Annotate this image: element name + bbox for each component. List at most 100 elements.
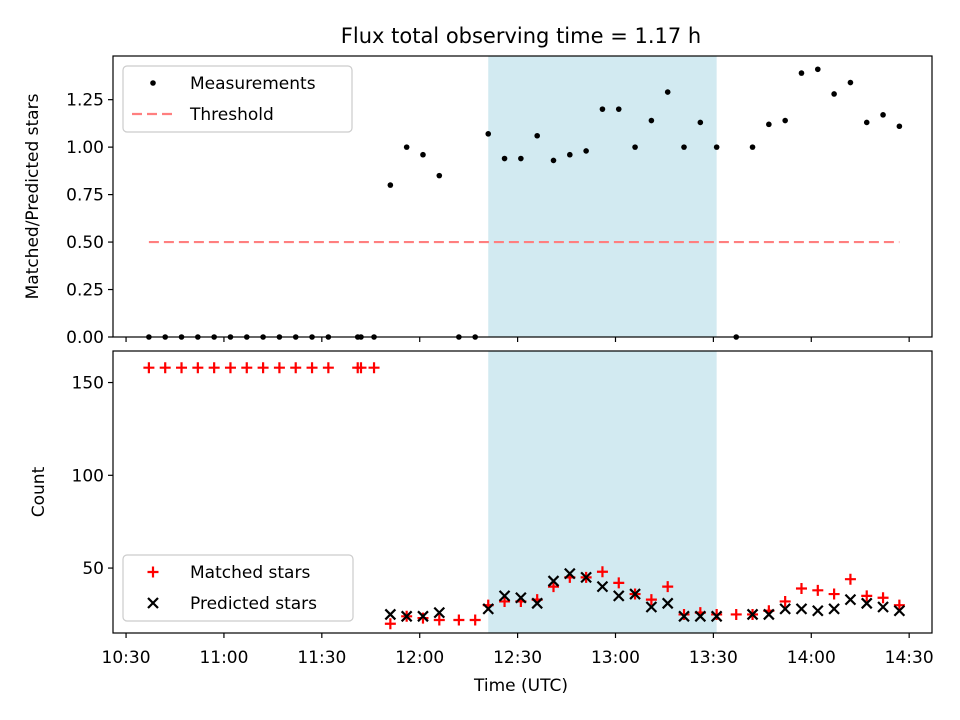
measurement-point [599, 106, 606, 112]
predicted-star-point [828, 603, 840, 615]
measurement-point [664, 89, 671, 95]
predicted-star-point [710, 610, 723, 623]
matched-star-point [828, 588, 840, 600]
predicted-star-point [763, 608, 775, 621]
matched-star-point [384, 618, 396, 630]
matched-star-point [812, 584, 824, 596]
predicted-star-point [629, 588, 641, 600]
legend-dot-marker [150, 80, 156, 86]
matched-star-point [779, 595, 791, 607]
matched-star-point [893, 599, 905, 611]
matched-star-point [662, 581, 674, 593]
legend-box [122, 65, 353, 133]
legend: Measurements Threshold [122, 65, 353, 133]
measurement-point [518, 155, 524, 162]
predicted-star-point [893, 604, 906, 617]
predicted-star-point [384, 608, 397, 621]
measurement-point [798, 70, 805, 76]
legend-label: Threshold [189, 105, 274, 125]
predicted-star-point [779, 603, 791, 615]
measurement-point [896, 123, 903, 130]
matched-star-point [469, 614, 481, 626]
measurement-point [550, 157, 557, 164]
legend-plus-marker [147, 566, 159, 578]
predicted-star-point [580, 571, 592, 584]
x-tick-label: 11:30 [297, 648, 346, 668]
predicted-star-point [860, 597, 873, 610]
y-tick-label: 100 [72, 466, 104, 486]
matched-star-point [306, 362, 318, 374]
predicted-star-point [515, 591, 527, 604]
matched-star-point [417, 612, 429, 624]
predicted-star-point [433, 606, 446, 619]
predicted-star-point [417, 610, 429, 623]
highlight-band [488, 56, 717, 337]
y-tick-label: 1.25 [66, 91, 104, 111]
predicted-star-point [596, 580, 609, 593]
measurement-point [534, 132, 540, 139]
ratio-panel: 0.00 0.25 0.50 0.75 1.00 1.25 Matched/Predicte… [23, 55, 933, 348]
x-axis-label: Time (UTC) [473, 676, 568, 696]
y-axis-label: Matched/Predicted stars [23, 93, 43, 299]
matched-star-point [844, 573, 856, 585]
matched-star-point [795, 582, 807, 594]
y-tick-label: 0.50 [66, 233, 104, 253]
measurement-point [782, 117, 788, 124]
matched-star-point [257, 362, 269, 374]
axes-frame [112, 350, 933, 634]
matched-star-point [368, 362, 380, 374]
matched-star-point [877, 592, 889, 604]
x-tick-label: 12:00 [395, 648, 444, 668]
matched-star-point [241, 362, 253, 374]
x-tick-label: 10:30 [102, 648, 151, 668]
y-axis-label: Count [29, 466, 49, 517]
predicted-star-point [746, 608, 759, 621]
highlight-band [488, 351, 717, 633]
matched-star-point [711, 608, 723, 620]
matched-star-point [159, 362, 171, 374]
matched-star-point [290, 362, 302, 374]
y-tick-label: 150 [72, 374, 104, 394]
x-tick-label: 13:00 [591, 648, 640, 668]
measurement-point [749, 144, 756, 150]
measurement-point [436, 172, 443, 179]
legend-x-marker [147, 597, 159, 609]
predicted-star-point [531, 597, 543, 610]
predicted-star-point [812, 604, 824, 617]
predicted-star-point [678, 610, 690, 623]
matched-star-point [224, 362, 236, 374]
measurement-point [501, 155, 508, 162]
measurement-point [814, 66, 821, 73]
matched-star-point [273, 362, 285, 374]
matched-star-point [176, 362, 188, 374]
measurement-point [697, 119, 704, 126]
predicted-star-point [694, 610, 707, 623]
matched-star-point [613, 577, 625, 589]
measurement-point [387, 182, 394, 188]
matched-star-point [678, 608, 690, 620]
matched-star-point [433, 614, 445, 626]
measurement-point [847, 79, 854, 86]
measurement-point [863, 119, 870, 126]
matched-star-point [192, 362, 204, 374]
measurement-point [632, 144, 638, 150]
predicted-star-point [645, 601, 658, 613]
x-tick-label: 11:00 [199, 648, 248, 668]
y-tick-label: 1.00 [66, 138, 104, 158]
y-tick-label: 0.00 [66, 328, 104, 348]
measurement-point [681, 144, 687, 150]
measurement-point [403, 144, 410, 150]
predicted-star-point [795, 603, 808, 615]
x-tick-label: 14:30 [885, 648, 934, 668]
x-tick-label: 14:00 [787, 648, 836, 668]
legend-label: Matched stars [190, 563, 310, 583]
matched-star-point [645, 594, 657, 606]
matched-star-point [730, 608, 742, 620]
measurement-point [567, 151, 573, 158]
predicted-star-point [482, 603, 495, 615]
y-tick-label: 0.75 [66, 186, 104, 206]
predicted-star-point [877, 601, 889, 613]
predicted-star-point [564, 567, 576, 580]
measurement-point [583, 148, 589, 154]
